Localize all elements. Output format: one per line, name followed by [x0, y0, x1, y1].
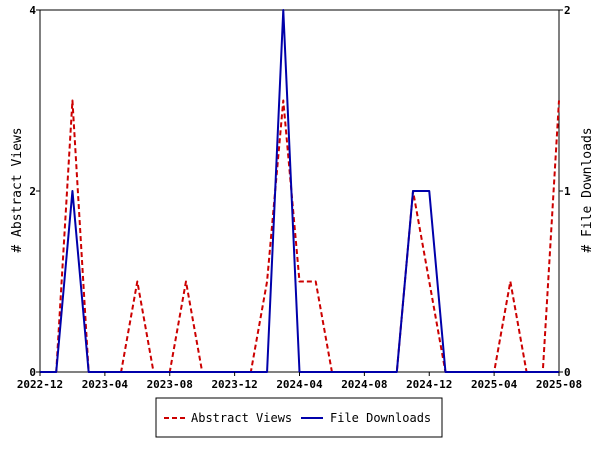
y-left-tick-label: 0: [29, 366, 36, 379]
x-tick-label: 2023-08: [147, 378, 193, 391]
x-tick-label: 2024-08: [341, 378, 387, 391]
x-tick-label: 2025-08: [536, 378, 582, 391]
legend: Abstract Views File Downloads: [155, 397, 443, 438]
x-tick-label: 2024-12: [406, 378, 452, 391]
plot-area: [39, 9, 560, 373]
y-left-tick-label: 4: [29, 4, 36, 17]
y-right-tick-label: 0: [564, 366, 571, 379]
x-tick-label: 2025-04: [471, 378, 518, 391]
x-tick-label: 2024-04: [276, 378, 323, 391]
x-tick-label: 2022-12: [17, 378, 63, 391]
legend-label-file-downloads: File Downloads: [330, 411, 431, 425]
series-line-file-downloads: [40, 9, 559, 373]
x-tick-label: 2023-12: [211, 378, 257, 391]
y-axis-right: 0 1 2: [559, 4, 571, 379]
y-axis-left-title: # Abstract Views: [10, 127, 25, 252]
x-tick-label: 2023-04: [82, 378, 129, 391]
plot-frame: [39, 9, 560, 373]
x-axis: 2022-12 2023-04 2023-08 2023-12 2024-04 2024-…: [17, 372, 582, 391]
series-line-abstract-views: [40, 99, 560, 373]
y-axis-right-title: # File Downloads: [580, 127, 595, 252]
y-right-tick-label: 2: [564, 4, 571, 17]
legend-box: [155, 397, 443, 438]
legend-label-abstract-views: Abstract Views: [191, 411, 292, 425]
y-axis-left: 0 2 4: [29, 4, 40, 379]
y-left-tick-label: 2: [29, 185, 36, 198]
y-right-tick-label: 1: [564, 185, 571, 198]
